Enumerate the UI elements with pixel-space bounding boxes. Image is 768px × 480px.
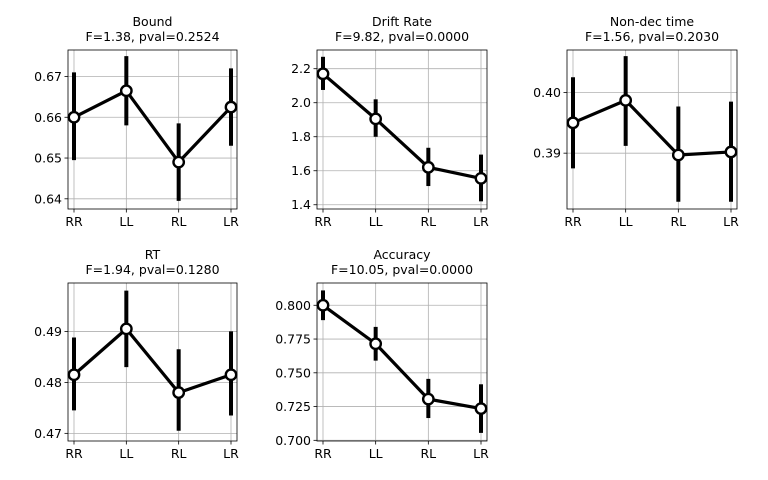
data-point [316,67,330,81]
x-tick-label: RL [671,214,687,229]
chart-subtitle: F=10.05, pval=0.0000 [331,262,473,277]
data-point [724,145,738,159]
axes-frame [67,282,238,442]
chart-title: Drift Rate [372,14,432,29]
data-point [67,110,81,124]
y-tick-label: 1.4 [291,197,311,212]
series-line [572,98,732,157]
chart-title: Bound [132,14,172,29]
data-point [369,112,383,126]
y-tick-label: 1.8 [291,129,311,144]
chart-subtitle: F=1.94, pval=0.1280 [85,262,219,277]
y-tick-label: 0.775 [275,332,311,347]
x-tick-label: RR [65,446,83,461]
x-tick-label: LL [119,214,133,229]
series-line [322,303,482,411]
data-point [619,93,633,107]
series-line [321,72,482,180]
x-tick-label: RR [564,214,582,229]
x-tick-label: LR [473,446,489,461]
axes-frame [67,49,238,210]
data-point [474,171,488,185]
data-point [566,116,580,130]
data-point [224,368,238,382]
y-tick-label: 0.47 [34,426,62,441]
data-point [474,402,488,415]
x-tick-label: LL [619,214,633,229]
data-point [671,148,685,162]
chart-title: Non-dec time [610,14,694,29]
chart-panel-4: 0.700 0.725 0.750 0.775 0.800 RR LL RL LR Accurac… [275,247,489,461]
x-tick-label: LR [223,446,239,461]
y-tick-label: 0.49 [34,324,62,339]
x-tick-label: LL [369,446,383,461]
y-tick-label: 0.725 [275,399,311,414]
data-point [119,322,133,336]
axes-frame [566,49,738,210]
x-tick-label: LR [473,214,489,229]
chart-panel-1: 1.4 1.6 1.8 2.0 2.2 RR LL RL LR Drift RateF=9.82,… [291,14,489,229]
series-line [72,327,232,395]
y-tick-label: 0.64 [34,191,62,206]
chart-subtitle: F=9.82, pval=0.0000 [335,29,469,44]
data-point [119,84,133,98]
x-tick-label: RL [171,214,187,229]
chart-title: RT [145,247,161,262]
data-point [67,368,81,382]
x-tick-label: LL [119,446,133,461]
chart-subtitle: F=1.56, pval=0.2030 [585,29,719,44]
x-tick-label: RL [421,214,437,229]
data-point [421,392,435,406]
y-tick-label: 0.65 [34,151,62,166]
data-point [172,155,186,169]
x-tick-label: LL [369,214,383,229]
x-tick-label: RL [171,446,187,461]
data-point [172,386,186,399]
series-line [73,89,233,164]
chart-panel-3: 0.47 0.48 0.49 RR LL RL LR RTF=1.94, pval=0.128… [34,247,239,461]
y-tick-label: 0.700 [275,433,311,448]
x-tick-label: RR [314,214,332,229]
y-tick-label: 0.66 [34,110,62,125]
y-tick-label: 0.67 [34,69,62,84]
y-tick-label: 0.39 [533,146,561,161]
y-tick-label: 1.6 [291,163,311,178]
y-tick-label: 0.750 [275,365,311,380]
data-point [421,160,435,174]
y-tick-label: 2.2 [291,61,311,76]
y-tick-label: 2.0 [291,95,311,110]
x-tick-label: LR [723,214,739,229]
chart-title: Accuracy [373,247,431,262]
y-tick-label: 0.800 [275,298,311,313]
chart-subtitle: F=1.38, pval=0.2524 [85,29,219,44]
axes-frame [316,282,488,442]
x-tick-label: RL [421,446,437,461]
x-tick-label: RR [65,214,83,229]
x-tick-label: LR [223,214,239,229]
y-tick-label: 0.48 [34,375,62,390]
data-point [369,337,383,351]
axes-frame [316,49,488,210]
data-point [224,100,238,114]
data-point [316,298,330,312]
x-tick-label: RR [314,446,332,461]
y-tick-label: 0.40 [533,85,561,100]
